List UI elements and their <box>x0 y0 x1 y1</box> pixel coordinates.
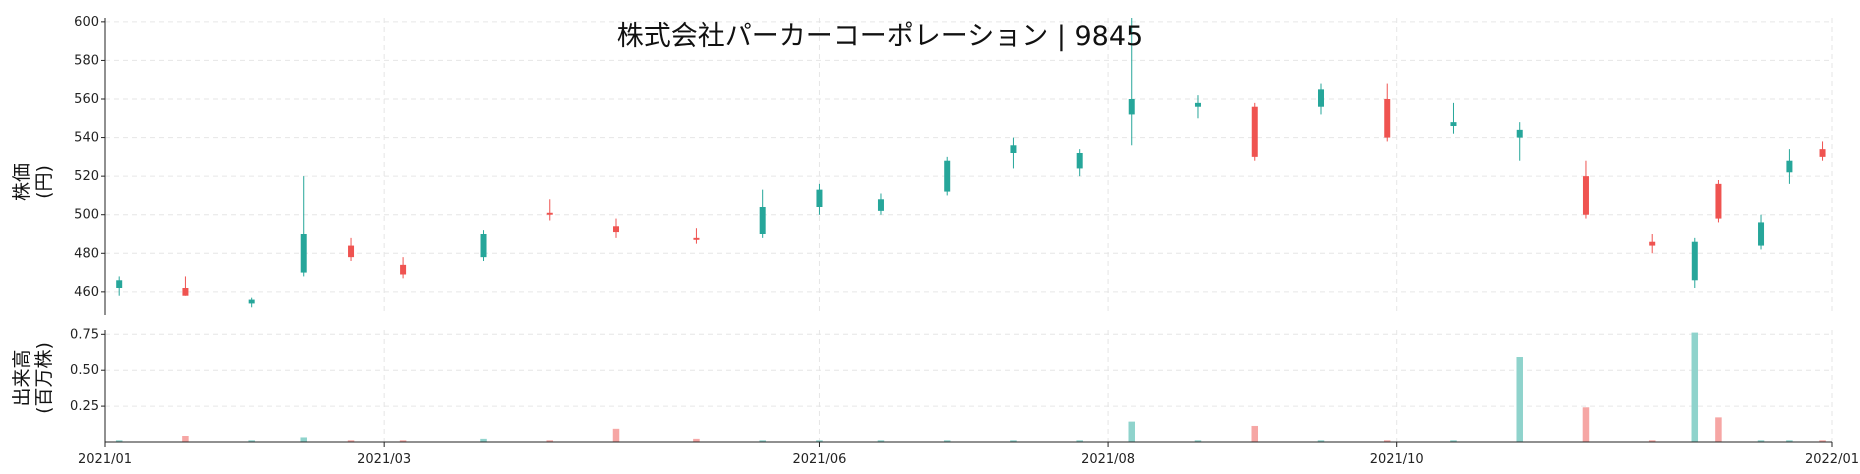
volume-bar <box>612 428 620 443</box>
volume-bar <box>1691 332 1699 443</box>
candle-body <box>1582 176 1589 215</box>
candle-body <box>1194 102 1201 107</box>
volume-bar <box>182 436 189 443</box>
price-tick-label: 480 <box>74 246 99 261</box>
volume-tick-label: 0.75 <box>70 327 99 342</box>
candle-body <box>877 199 884 211</box>
candle-body <box>1076 153 1083 169</box>
candle-body <box>1516 129 1523 138</box>
x-tick-label: 2021/08 <box>1081 452 1135 467</box>
price-tick-label: 600 <box>74 15 99 30</box>
candle-body <box>816 189 823 207</box>
chart-title: 株式会社パーカーコーポレーション | 9845 <box>617 21 1143 52</box>
candle-body <box>1450 122 1457 126</box>
candle-body <box>480 234 487 258</box>
candle-body <box>400 264 407 275</box>
price-axis-label: 株価 <box>11 163 33 201</box>
candle-body <box>116 280 123 288</box>
candle-body <box>1384 99 1391 138</box>
price-tick-label: 580 <box>74 53 99 68</box>
grid-layer <box>104 18 1833 442</box>
price-tick-label: 540 <box>74 131 99 146</box>
price-tick-label: 460 <box>74 285 99 300</box>
volume-bar <box>1251 425 1259 443</box>
price-tick-label: 500 <box>74 208 99 223</box>
volume-bars <box>115 332 1826 443</box>
candle-body <box>1691 241 1698 281</box>
volume-axis-label-line1: 出来高 <box>11 349 33 406</box>
price-axis-label-line1: 株価 <box>11 163 33 201</box>
candle-body <box>1786 160 1793 173</box>
x-tick-label: 2021/03 <box>357 452 411 467</box>
price-candles <box>116 18 1826 308</box>
volume-bar <box>1516 357 1523 443</box>
volume-bar <box>1715 417 1722 443</box>
candle-body <box>944 160 951 192</box>
price-axis-label-unit: (円) <box>33 165 55 199</box>
candle-body <box>248 299 255 304</box>
x-tick-label: 2021/01 <box>78 452 132 467</box>
price-tick-label: 520 <box>74 169 99 184</box>
candle-body <box>1758 222 1765 246</box>
price-tick-label: 560 <box>74 92 99 107</box>
candle-body <box>1010 145 1017 153</box>
candle-body <box>1819 149 1826 157</box>
candle-body <box>613 226 620 233</box>
candle-body <box>759 207 766 234</box>
price-axis-label-line2: (円) <box>33 165 55 199</box>
x-tick-label: 2021/10 <box>1370 452 1424 467</box>
volume-bar <box>300 437 307 443</box>
candle-body <box>1715 183 1722 219</box>
candle-body <box>182 288 189 296</box>
candle-body <box>1251 106 1258 157</box>
candle-body <box>348 245 355 258</box>
volume-axis-label: 出来高 <box>11 349 33 406</box>
volume-tick-label: 0.25 <box>70 399 99 414</box>
volume-axis-label-line2: (百万株) <box>33 342 55 414</box>
axes: 460 480 500 520 540 560 580 600 0.25 0.50 0.75 2021… <box>70 15 1859 467</box>
candle-body <box>1649 241 1656 246</box>
x-tick-label: 2021/06 <box>792 452 846 467</box>
candle-body <box>693 237 700 240</box>
candle-body <box>300 234 307 273</box>
candle-body <box>1317 89 1324 107</box>
volume-tick-label: 0.50 <box>70 363 99 378</box>
x-tick-label: 2022/01 <box>1805 452 1859 467</box>
candle-body <box>1128 99 1135 115</box>
volume-bar <box>1128 421 1135 443</box>
volume-axis-label-unit: (百万株) <box>33 342 55 414</box>
candle-body <box>546 212 553 215</box>
volume-bar <box>1582 407 1590 443</box>
